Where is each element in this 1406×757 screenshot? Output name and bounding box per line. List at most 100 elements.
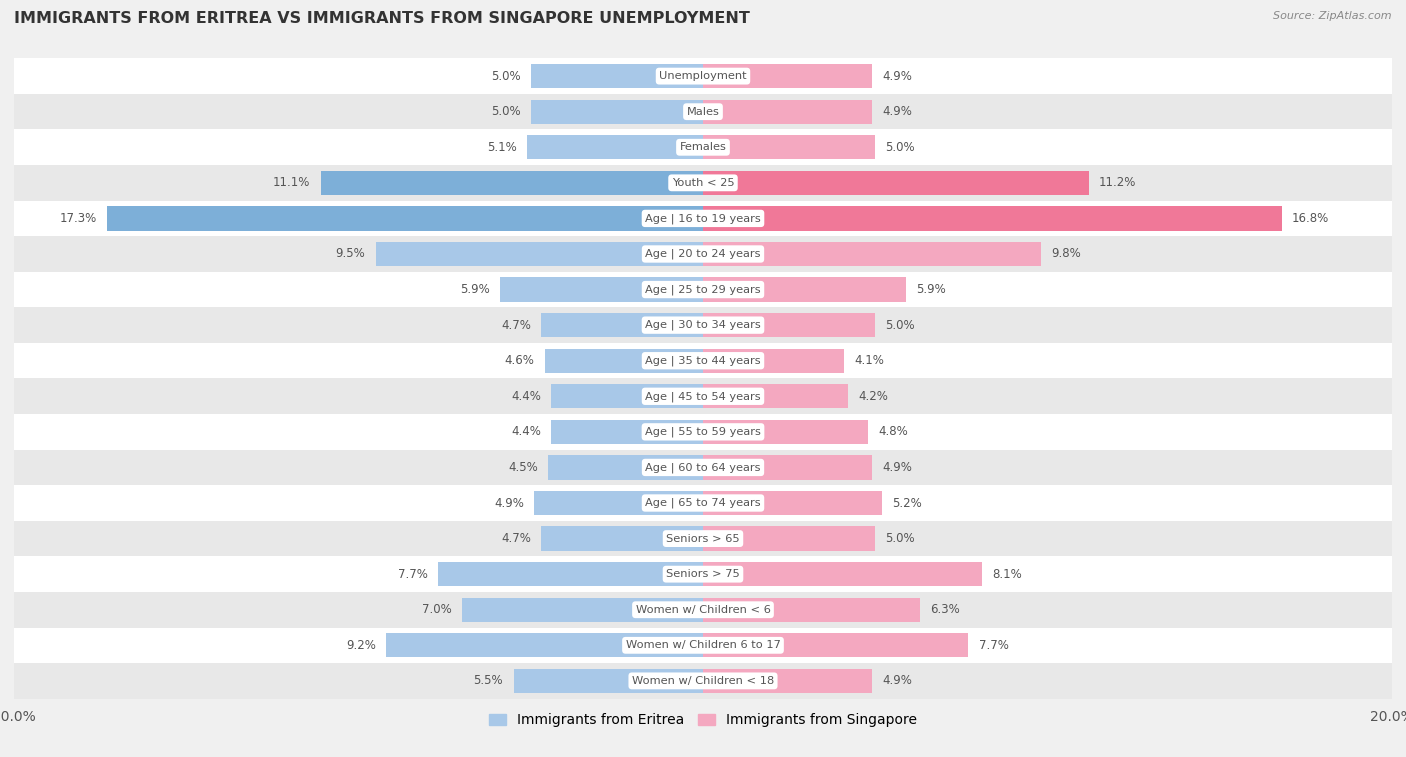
- Bar: [541, 526, 703, 550]
- Bar: [461, 597, 703, 621]
- Text: Age | 45 to 54 years: Age | 45 to 54 years: [645, 391, 761, 401]
- Bar: [551, 420, 703, 444]
- Bar: [527, 136, 703, 160]
- Bar: [14, 58, 1392, 94]
- Bar: [551, 385, 703, 408]
- Text: 4.6%: 4.6%: [505, 354, 534, 367]
- Text: Age | 16 to 19 years: Age | 16 to 19 years: [645, 213, 761, 223]
- Text: Age | 55 to 59 years: Age | 55 to 59 years: [645, 427, 761, 437]
- Text: Females: Females: [679, 142, 727, 152]
- Text: 7.0%: 7.0%: [422, 603, 451, 616]
- Bar: [14, 236, 1392, 272]
- Text: Women w/ Children < 6: Women w/ Children < 6: [636, 605, 770, 615]
- Bar: [14, 414, 1392, 450]
- Text: Women w/ Children 6 to 17: Women w/ Children 6 to 17: [626, 640, 780, 650]
- Bar: [703, 456, 872, 479]
- Text: 6.3%: 6.3%: [931, 603, 960, 616]
- Bar: [14, 450, 1392, 485]
- Text: IMMIGRANTS FROM ERITREA VS IMMIGRANTS FROM SINGAPORE UNEMPLOYMENT: IMMIGRANTS FROM ERITREA VS IMMIGRANTS FR…: [14, 11, 749, 26]
- Text: 5.0%: 5.0%: [886, 319, 915, 332]
- Bar: [14, 521, 1392, 556]
- Text: Youth < 25: Youth < 25: [672, 178, 734, 188]
- Bar: [703, 100, 872, 124]
- Bar: [375, 242, 703, 266]
- Text: Age | 20 to 24 years: Age | 20 to 24 years: [645, 249, 761, 259]
- Bar: [14, 307, 1392, 343]
- Bar: [321, 171, 703, 195]
- Text: Age | 25 to 29 years: Age | 25 to 29 years: [645, 285, 761, 294]
- Bar: [14, 556, 1392, 592]
- Bar: [387, 633, 703, 657]
- Bar: [703, 420, 869, 444]
- Text: 4.2%: 4.2%: [858, 390, 887, 403]
- Bar: [703, 526, 875, 550]
- Bar: [703, 313, 875, 337]
- Text: 5.1%: 5.1%: [488, 141, 517, 154]
- Bar: [531, 64, 703, 89]
- Text: 4.4%: 4.4%: [512, 425, 541, 438]
- Text: 5.0%: 5.0%: [491, 70, 520, 83]
- Bar: [703, 207, 1282, 231]
- Bar: [703, 385, 848, 408]
- Text: 5.9%: 5.9%: [460, 283, 489, 296]
- Text: Source: ZipAtlas.com: Source: ZipAtlas.com: [1274, 11, 1392, 21]
- Text: 7.7%: 7.7%: [398, 568, 427, 581]
- Bar: [14, 129, 1392, 165]
- Text: 11.2%: 11.2%: [1099, 176, 1136, 189]
- Text: 5.2%: 5.2%: [893, 497, 922, 509]
- Text: 9.5%: 9.5%: [336, 248, 366, 260]
- Text: Males: Males: [686, 107, 720, 117]
- Text: 17.3%: 17.3%: [59, 212, 97, 225]
- Text: 4.9%: 4.9%: [882, 105, 912, 118]
- Text: 4.9%: 4.9%: [882, 461, 912, 474]
- Text: 4.9%: 4.9%: [882, 70, 912, 83]
- Bar: [14, 165, 1392, 201]
- Text: 8.1%: 8.1%: [993, 568, 1022, 581]
- Text: Unemployment: Unemployment: [659, 71, 747, 81]
- Text: 5.0%: 5.0%: [886, 141, 915, 154]
- Bar: [703, 278, 907, 301]
- Text: 4.7%: 4.7%: [501, 319, 531, 332]
- Bar: [703, 562, 981, 586]
- Bar: [14, 272, 1392, 307]
- Text: Seniors > 65: Seniors > 65: [666, 534, 740, 544]
- Bar: [703, 171, 1088, 195]
- Text: Age | 35 to 44 years: Age | 35 to 44 years: [645, 356, 761, 366]
- Text: 5.5%: 5.5%: [474, 674, 503, 687]
- Text: 4.8%: 4.8%: [879, 425, 908, 438]
- Bar: [14, 378, 1392, 414]
- Bar: [544, 349, 703, 372]
- Bar: [703, 597, 920, 621]
- Text: Seniors > 75: Seniors > 75: [666, 569, 740, 579]
- Text: 4.7%: 4.7%: [501, 532, 531, 545]
- Text: 4.9%: 4.9%: [494, 497, 524, 509]
- Bar: [14, 628, 1392, 663]
- Bar: [548, 456, 703, 479]
- Bar: [14, 485, 1392, 521]
- Bar: [703, 349, 844, 372]
- Bar: [14, 94, 1392, 129]
- Text: Women w/ Children < 18: Women w/ Children < 18: [631, 676, 775, 686]
- Bar: [534, 491, 703, 515]
- Text: 4.5%: 4.5%: [508, 461, 537, 474]
- Bar: [14, 663, 1392, 699]
- Legend: Immigrants from Eritrea, Immigrants from Singapore: Immigrants from Eritrea, Immigrants from…: [484, 708, 922, 733]
- Text: Age | 65 to 74 years: Age | 65 to 74 years: [645, 498, 761, 508]
- Bar: [541, 313, 703, 337]
- Text: Age | 30 to 34 years: Age | 30 to 34 years: [645, 320, 761, 330]
- Bar: [703, 633, 969, 657]
- Text: 7.7%: 7.7%: [979, 639, 1008, 652]
- Text: 5.0%: 5.0%: [886, 532, 915, 545]
- Text: Age | 60 to 64 years: Age | 60 to 64 years: [645, 463, 761, 472]
- Text: 5.9%: 5.9%: [917, 283, 946, 296]
- Bar: [703, 64, 872, 89]
- Bar: [531, 100, 703, 124]
- Text: 4.1%: 4.1%: [855, 354, 884, 367]
- Bar: [703, 242, 1040, 266]
- Bar: [14, 592, 1392, 628]
- Bar: [107, 207, 703, 231]
- Text: 9.2%: 9.2%: [346, 639, 375, 652]
- Bar: [513, 668, 703, 693]
- Bar: [703, 136, 875, 160]
- Bar: [14, 201, 1392, 236]
